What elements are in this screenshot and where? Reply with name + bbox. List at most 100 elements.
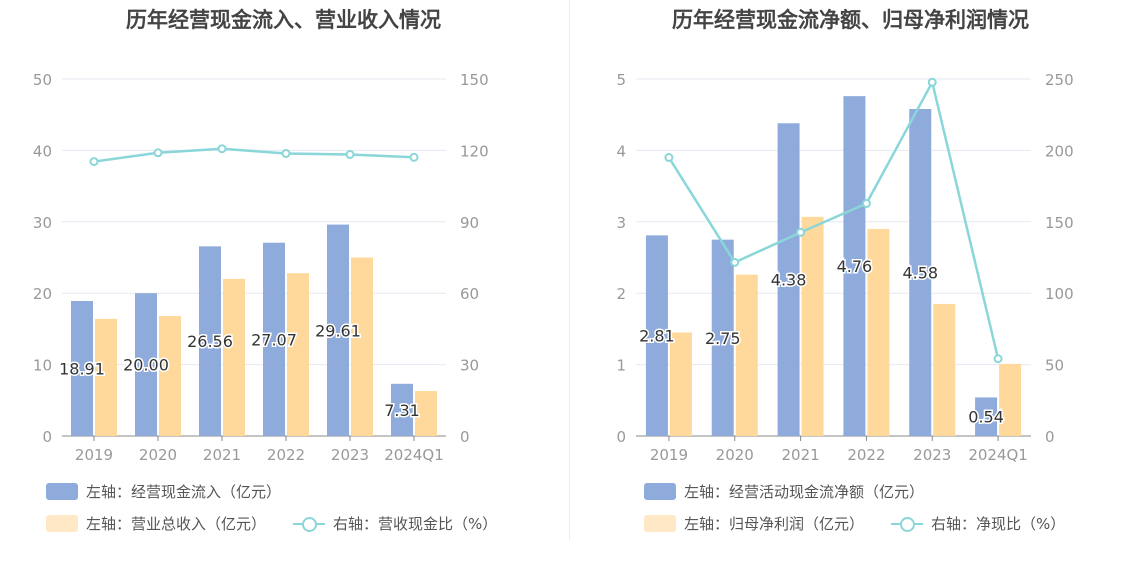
chart-title: 历年经营现金流入、营业收入情况 (126, 8, 441, 32)
bar-data-label: 4.76 (837, 257, 873, 276)
bar-data-label: 4.38 (771, 271, 807, 290)
y-left-tick-label: 4 (616, 142, 626, 160)
y-right-tick-label: 0 (1045, 428, 1055, 446)
legend-swatch (644, 515, 676, 532)
line-point (89, 157, 99, 167)
line-point (730, 257, 740, 267)
chart-right: 历年经营现金流净额、归母净利润情况 0 1 2 3 4 5 0 50 100 150 200 250 2… (567, 0, 1134, 582)
bar-series-2 (669, 332, 692, 436)
bar-series-2 (867, 228, 890, 436)
bar-series-2 (159, 316, 181, 436)
bar-series-1 (327, 224, 349, 436)
bar-data-label: 26.56 (187, 332, 233, 351)
legend-item[interactable]: 右轴：营收现金比（%） (293, 513, 497, 534)
line-point (927, 77, 937, 87)
y-right-tick-label: 30 (460, 357, 479, 375)
bar-data-label: 4.58 (902, 263, 938, 282)
y-left-tick-label: 20 (33, 285, 52, 303)
bar-series-2 (223, 278, 245, 436)
y-right-tick-label: 200 (1045, 142, 1074, 160)
chart-plot: 0 10 20 30 40 50 0 30 60 90 120 150 2019 18.91 2020 20.… (33, 71, 489, 464)
line-series (93, 147, 415, 163)
bar-data-label: 27.07 (251, 330, 297, 349)
bar-series-1 (777, 123, 800, 436)
legend-label: 左轴：经营活动现金流净额（亿元） (684, 483, 925, 501)
y-left-tick-label: 2 (616, 285, 626, 303)
legend-item[interactable]: 左轴：营业总收入（亿元） (46, 513, 266, 534)
bar-series-1 (711, 239, 734, 436)
y-right-tick-label: 50 (1045, 357, 1064, 375)
legend-item[interactable]: 左轴：经营活动现金流净额（亿元） (644, 481, 924, 502)
bar-series-1 (645, 235, 668, 436)
x-tick-label: 2019 (75, 446, 113, 464)
x-tick-label: 2020 (139, 446, 177, 464)
y-right-tick-label: 150 (1045, 214, 1074, 232)
bar-data-label: 20.00 (123, 356, 169, 375)
line-point (664, 153, 674, 163)
y-left-tick-label: 0 (42, 428, 52, 446)
bar-data-label: 2.81 (639, 327, 675, 346)
bar-series-1 (135, 293, 157, 436)
x-tick-label: 2024Q1 (968, 446, 1028, 464)
x-tick-label: 2022 (267, 446, 305, 464)
x-tick-label: 2022 (847, 446, 885, 464)
bar-series-1 (909, 108, 932, 436)
line-series (667, 78, 1000, 360)
x-tick-label: 2023 (913, 446, 951, 464)
x-tick-label: 2021 (781, 446, 819, 464)
line-point (217, 144, 227, 154)
line-point (993, 354, 1003, 364)
y-left-tick-label: 5 (616, 71, 626, 89)
bar-series-1 (391, 383, 413, 436)
bar-series-2 (351, 257, 373, 436)
bar-data-label: 7.31 (384, 401, 420, 420)
bar-series-2 (287, 273, 309, 436)
bar-series-2 (95, 318, 117, 436)
y-left-tick-label: 40 (33, 142, 52, 160)
line-point (861, 199, 871, 209)
legend-label: 右轴：净现比（%） (931, 515, 1066, 533)
panel-divider (569, 0, 570, 540)
x-tick-label: 2021 (203, 446, 241, 464)
legend-item[interactable]: 右轴：净现比（%） (891, 513, 1065, 534)
legend-swatch (46, 515, 78, 532)
line-point (345, 149, 355, 159)
bar-series-1 (71, 300, 93, 436)
y-left-tick-label: 0 (616, 428, 626, 446)
bar-series-2 (735, 274, 758, 436)
bar-series-1 (263, 242, 285, 436)
legend-label: 左轴：营业总收入（亿元） (86, 515, 267, 533)
bar-data-label: 2.75 (705, 329, 741, 348)
y-right-tick-label: 120 (460, 142, 489, 160)
bar-data-label: 29.61 (315, 321, 361, 340)
x-tick-label: 2023 (331, 446, 369, 464)
x-tick-label: 2019 (650, 446, 688, 464)
bar-series-2 (801, 216, 824, 436)
bar-data-label: 0.54 (968, 408, 1004, 427)
y-right-tick-label: 250 (1045, 71, 1074, 89)
y-left-tick-label: 3 (616, 214, 626, 232)
y-right-tick-label: 0 (460, 428, 470, 446)
chart-title: 历年经营现金流净额、归母净利润情况 (672, 8, 1029, 32)
legend-label: 右轴：营收现金比（%） (333, 515, 498, 533)
bar-series-2 (415, 391, 437, 436)
bar-series-2 (999, 363, 1022, 436)
y-right-tick-label: 150 (460, 71, 489, 89)
bar-series-1 (199, 246, 221, 436)
legend-swatch (644, 483, 676, 500)
legend-line-swatch (891, 515, 923, 532)
bar-series-2 (933, 303, 956, 436)
chart-left: 历年经营现金流入、营业收入情况 0 10 20 30 40 50 0 30 60 90 120 150… (33, 8, 497, 534)
line-point (153, 148, 163, 158)
line-point (281, 148, 291, 158)
legend-item[interactable]: 左轴：归母净利润（亿元） (644, 513, 864, 534)
x-tick-label: 2024Q1 (384, 446, 444, 464)
y-left-tick-label: 10 (33, 357, 52, 375)
y-left-tick-label: 1 (616, 357, 626, 375)
legend-label: 左轴：归母净利润（亿元） (684, 515, 865, 533)
bar-data-label: 18.91 (59, 359, 105, 378)
y-left-tick-label: 30 (33, 214, 52, 232)
legend-label: 左轴：经营现金流入（亿元） (86, 483, 282, 501)
legend-item[interactable]: 左轴：经营现金流入（亿元） (46, 481, 281, 502)
legend-line-swatch (293, 515, 325, 532)
